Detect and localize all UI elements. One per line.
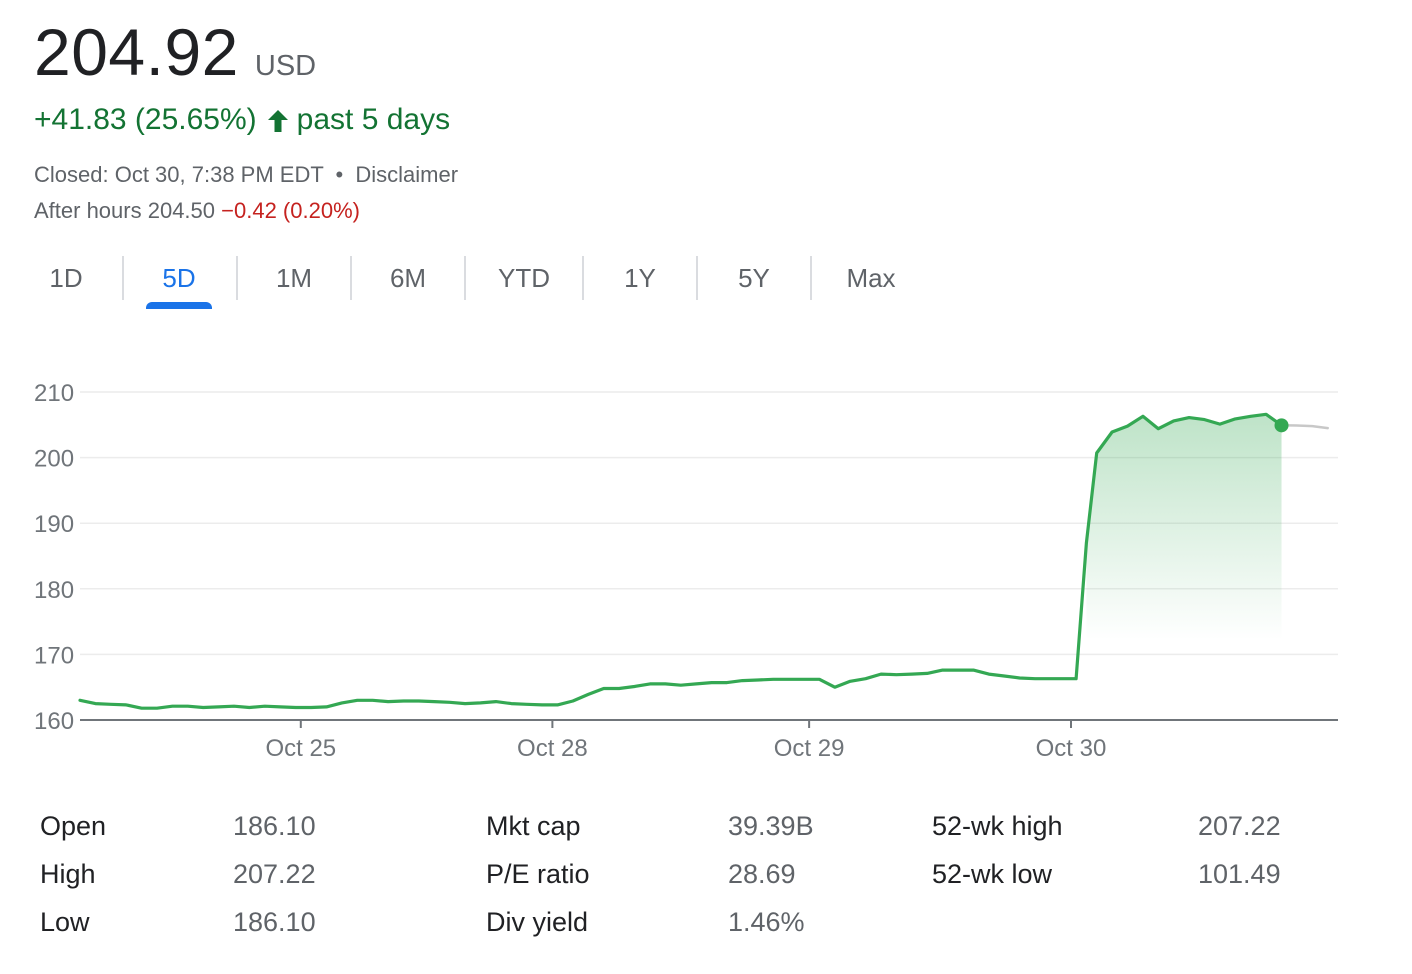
x-tick-label: Oct 25 xyxy=(265,735,336,762)
stat-label-pe-ratio: P/E ratio xyxy=(486,859,590,889)
tab-label: 6M xyxy=(389,263,427,293)
tab-ytd[interactable]: YTD xyxy=(484,250,564,310)
price-line xyxy=(78,412,1284,710)
tab-5d[interactable]: 5D xyxy=(146,250,212,310)
stat-value-mkt-cap: 39.39B xyxy=(728,811,814,841)
x-tick-label: Oct 29 xyxy=(774,735,845,762)
y-tick-label: 180 xyxy=(34,577,74,604)
tab-6m[interactable]: 6M xyxy=(370,250,446,310)
tab-label: Max xyxy=(846,263,896,293)
closed-time: Closed: Oct 30, 7:38 PM EDT xyxy=(34,162,324,187)
stat-label-low: Low xyxy=(40,907,90,937)
stat-label-52wk-high: 52-wk high xyxy=(932,811,1063,841)
chart-lines xyxy=(78,412,1329,710)
tab-label: 1D xyxy=(49,263,83,293)
after-hours-line xyxy=(1280,424,1329,430)
separator-dot: • xyxy=(335,162,344,187)
price-change: +41.83 (25.65%) xyxy=(34,103,257,136)
last-price-marker xyxy=(1274,418,1289,433)
arrow-up-icon xyxy=(265,106,291,134)
disclaimer-link[interactable]: Disclaimer xyxy=(355,162,459,187)
tab-divider xyxy=(696,256,698,300)
stat-value-low: 186.10 xyxy=(233,907,316,937)
stat-value-52wk-high: 207.22 xyxy=(1198,811,1281,841)
change-period: past 5 days xyxy=(296,103,451,136)
tab-divider xyxy=(810,256,812,300)
y-tick-label: 200 xyxy=(34,446,74,473)
stat-value-open: 186.10 xyxy=(233,811,316,841)
y-tick-label: 160 xyxy=(34,708,74,735)
stat-label-open: Open xyxy=(40,811,107,841)
stat-value-high: 207.22 xyxy=(233,859,316,889)
y-tick-label: 210 xyxy=(34,380,74,407)
tab-divider xyxy=(236,256,238,300)
tab-label: 5D xyxy=(162,263,196,293)
price-header: 204.92 USD xyxy=(34,10,316,94)
x-tick-label: Oct 28 xyxy=(517,735,588,762)
after-hours-price: After hours 204.50 xyxy=(34,198,216,223)
active-tab-indicator xyxy=(146,302,212,309)
tab-label: YTD xyxy=(498,263,550,293)
stat-label-mkt-cap: Mkt cap xyxy=(486,811,581,841)
chart-area-fill xyxy=(1086,414,1282,640)
stat-label-high: High xyxy=(40,859,96,889)
tab-1m[interactable]: 1M xyxy=(256,250,332,310)
tab-1y[interactable]: 1Y xyxy=(602,250,678,310)
tab-max[interactable]: Max xyxy=(830,250,912,310)
current-price: 204.92 xyxy=(34,15,239,89)
after-hours-change: −0.42 (0.20%) xyxy=(221,198,360,223)
x-tick-label: Oct 30 xyxy=(1036,735,1107,762)
tab-divider xyxy=(122,256,124,300)
price-chart[interactable]: 210 200 190 180 170 160 Oct 25 Oct 28 Oct 29 Oct … xyxy=(0,360,1412,780)
tab-label: 1M xyxy=(275,263,313,293)
tab-label: 5Y xyxy=(738,263,770,293)
price-change-row: +41.83 (25.65%) past 5 days xyxy=(34,100,450,140)
stat-label-div-yield: Div yield xyxy=(486,907,589,937)
tab-divider xyxy=(464,256,466,300)
y-tick-label: 170 xyxy=(34,642,74,669)
chart-axes: 210 200 190 180 170 160 Oct 25 Oct 28 Oct 29 Oct … xyxy=(34,380,1338,762)
stat-value-div-yield: 1.46% xyxy=(728,907,805,937)
after-hours-line: After hours 204.50 −0.42 (0.20%) xyxy=(34,196,360,226)
tab-divider xyxy=(582,256,584,300)
key-stats: Open 186.10 High 207.22 Low 186.10 Mkt c… xyxy=(40,802,1400,962)
stat-value-pe-ratio: 28.69 xyxy=(728,859,796,889)
market-status-line: Closed: Oct 30, 7:38 PM EDT • Disclaimer xyxy=(34,160,458,190)
tab-5y[interactable]: 5Y xyxy=(716,250,792,310)
y-tick-label: 190 xyxy=(34,511,74,538)
tab-divider xyxy=(350,256,352,300)
stat-value-52wk-low: 101.49 xyxy=(1198,859,1281,889)
tab-1d[interactable]: 1D xyxy=(18,250,114,310)
stat-label-52wk-low: 52-wk low xyxy=(932,859,1053,889)
area-fill xyxy=(1086,414,1282,640)
currency-code: USD xyxy=(254,50,317,82)
tab-label: 1Y xyxy=(624,263,656,293)
